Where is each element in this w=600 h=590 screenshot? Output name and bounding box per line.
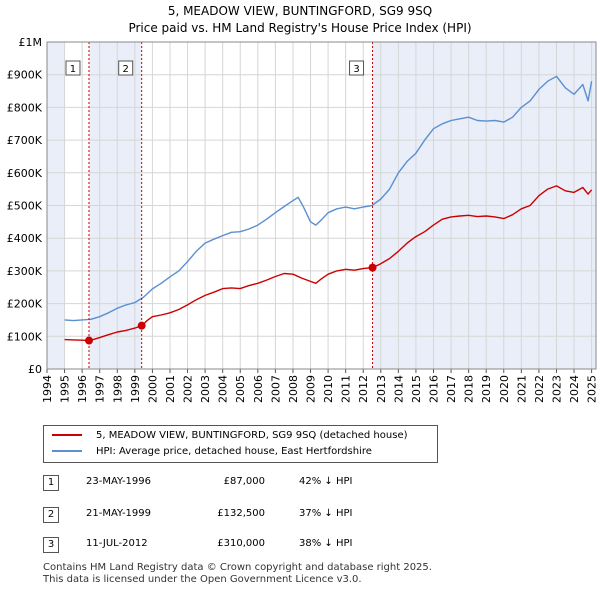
x-tick-label: 2003 [199,375,212,403]
series-line [64,75,593,322]
transaction-badge: 3 [43,537,59,553]
x-tick-label: 2022 [533,375,546,403]
x-tick-label: 2010 [322,375,335,403]
x-tick-label: 2004 [217,375,230,403]
x-tick-label: 1994 [41,375,54,403]
sale-badge-box [118,60,134,76]
legend-label-hpi: HPI: Average price, detached house, East… [96,446,372,457]
transaction-date: 21-MAY-1999 [86,508,152,519]
transaction-badge: 1 [43,475,59,491]
transaction-price: £310,000 [217,538,265,549]
x-tick-label: 2024 [568,375,581,403]
x-tick-label: 2001 [164,375,177,403]
transaction-badge: 2 [43,507,59,523]
x-tick-label: 2006 [252,375,265,403]
footer-copyright: Contains HM Land Registry data © Crown c… [43,562,432,573]
y-tick-label: £500K [7,200,43,213]
y-tick-label: £400K [7,232,43,245]
x-tick-label: 2012 [357,375,370,403]
transaction-date: 11-JUL-2012 [86,538,148,549]
x-tick-label: 2015 [410,375,423,403]
series-line [64,185,593,342]
price-chart: 1 2 3 £0 £100K £200K £300K £400K £500K £600K £700… [7,36,599,403]
y-tick-label: £300K [7,265,43,278]
x-tick-label: 2008 [287,375,300,403]
transaction-hpi-diff: 38% ↓ HPI [299,538,353,549]
y-tick-label: £800K [7,101,43,114]
plot-frame [46,41,597,370]
legend-item-property: 5, MEADOW VIEW, BUNTINGFORD, SG9 9SQ (de… [52,429,408,443]
y-tick-label: £900K [7,69,43,82]
legend-label-property: 5, MEADOW VIEW, BUNTINGFORD, SG9 9SQ (de… [96,430,408,441]
transaction-price: £132,500 [217,508,265,519]
transaction-date: 23-MAY-1996 [86,476,152,487]
x-tick-label: 2017 [445,375,458,403]
sale-point [368,263,377,272]
x-tick-label: 1998 [111,375,124,403]
footer-licence: This data is licensed under the Open Gov… [43,574,362,585]
x-tick-label: 2007 [269,375,282,403]
y-tick-label: £100K [7,330,43,343]
transaction-hpi-diff: 37% ↓ HPI [299,508,353,519]
transaction-hpi-diff: 42% ↓ HPI [299,476,353,487]
x-tick-label: 2020 [498,375,511,403]
x-tick-label: 2018 [463,375,476,403]
y-tick-label: £700K [7,134,43,147]
x-tick-label: 1999 [129,375,142,403]
x-tick-label: 2000 [146,375,159,403]
x-tick-label: 1996 [76,375,89,403]
sale-badge-label: 3 [353,64,359,75]
transaction-row: 2 21-MAY-1999 £132,500 37% ↓ HPI [0,506,600,526]
x-tick-label: 2002 [182,375,195,403]
sale-badge-label: 1 [70,64,76,75]
x-tick-label: 2013 [375,375,388,403]
x-tick-label: 2025 [586,375,599,403]
transaction-row: 3 11-JUL-2012 £310,000 38% ↓ HPI [0,536,600,556]
chart-subtitle: Price paid vs. HM Land Registry's House … [128,21,472,35]
transaction-price: £87,000 [223,476,265,487]
sale-badge-label: 2 [123,64,129,75]
x-tick-label: 2021 [515,375,528,403]
chart-title: 5, MEADOW VIEW, BUNTINGFORD, SG9 9SQ [167,4,433,18]
x-tick-label: 1995 [59,375,72,403]
legend-swatch-property [52,434,82,436]
x-tick-label: 2016 [427,375,440,403]
sale-badge-box [65,60,81,76]
x-tick-label: 2011 [340,375,353,403]
sale-point [137,321,146,330]
x-tick-label: 2009 [305,375,318,403]
x-tick-label: 2019 [480,375,493,403]
x-tick-label: 1997 [94,375,107,403]
x-tick-label: 2014 [392,375,405,403]
legend-item-hpi: HPI: Average price, detached house, East… [52,445,372,459]
transaction-row: 1 23-MAY-1996 £87,000 42% ↓ HPI [0,474,600,494]
x-tick-label: 2005 [234,375,247,403]
y-tick-label: £200K [7,298,43,311]
y-tick-label: £0 [28,363,42,376]
y-tick-label: £600K [7,167,43,180]
y-tick-label: £1M [19,36,43,49]
x-tick-label: 2023 [550,375,563,403]
chart-legend: 5, MEADOW VIEW, BUNTINGFORD, SG9 9SQ (de… [43,425,438,463]
sale-badge-box [349,60,365,76]
sale-point [84,336,93,345]
legend-swatch-hpi [52,450,82,452]
